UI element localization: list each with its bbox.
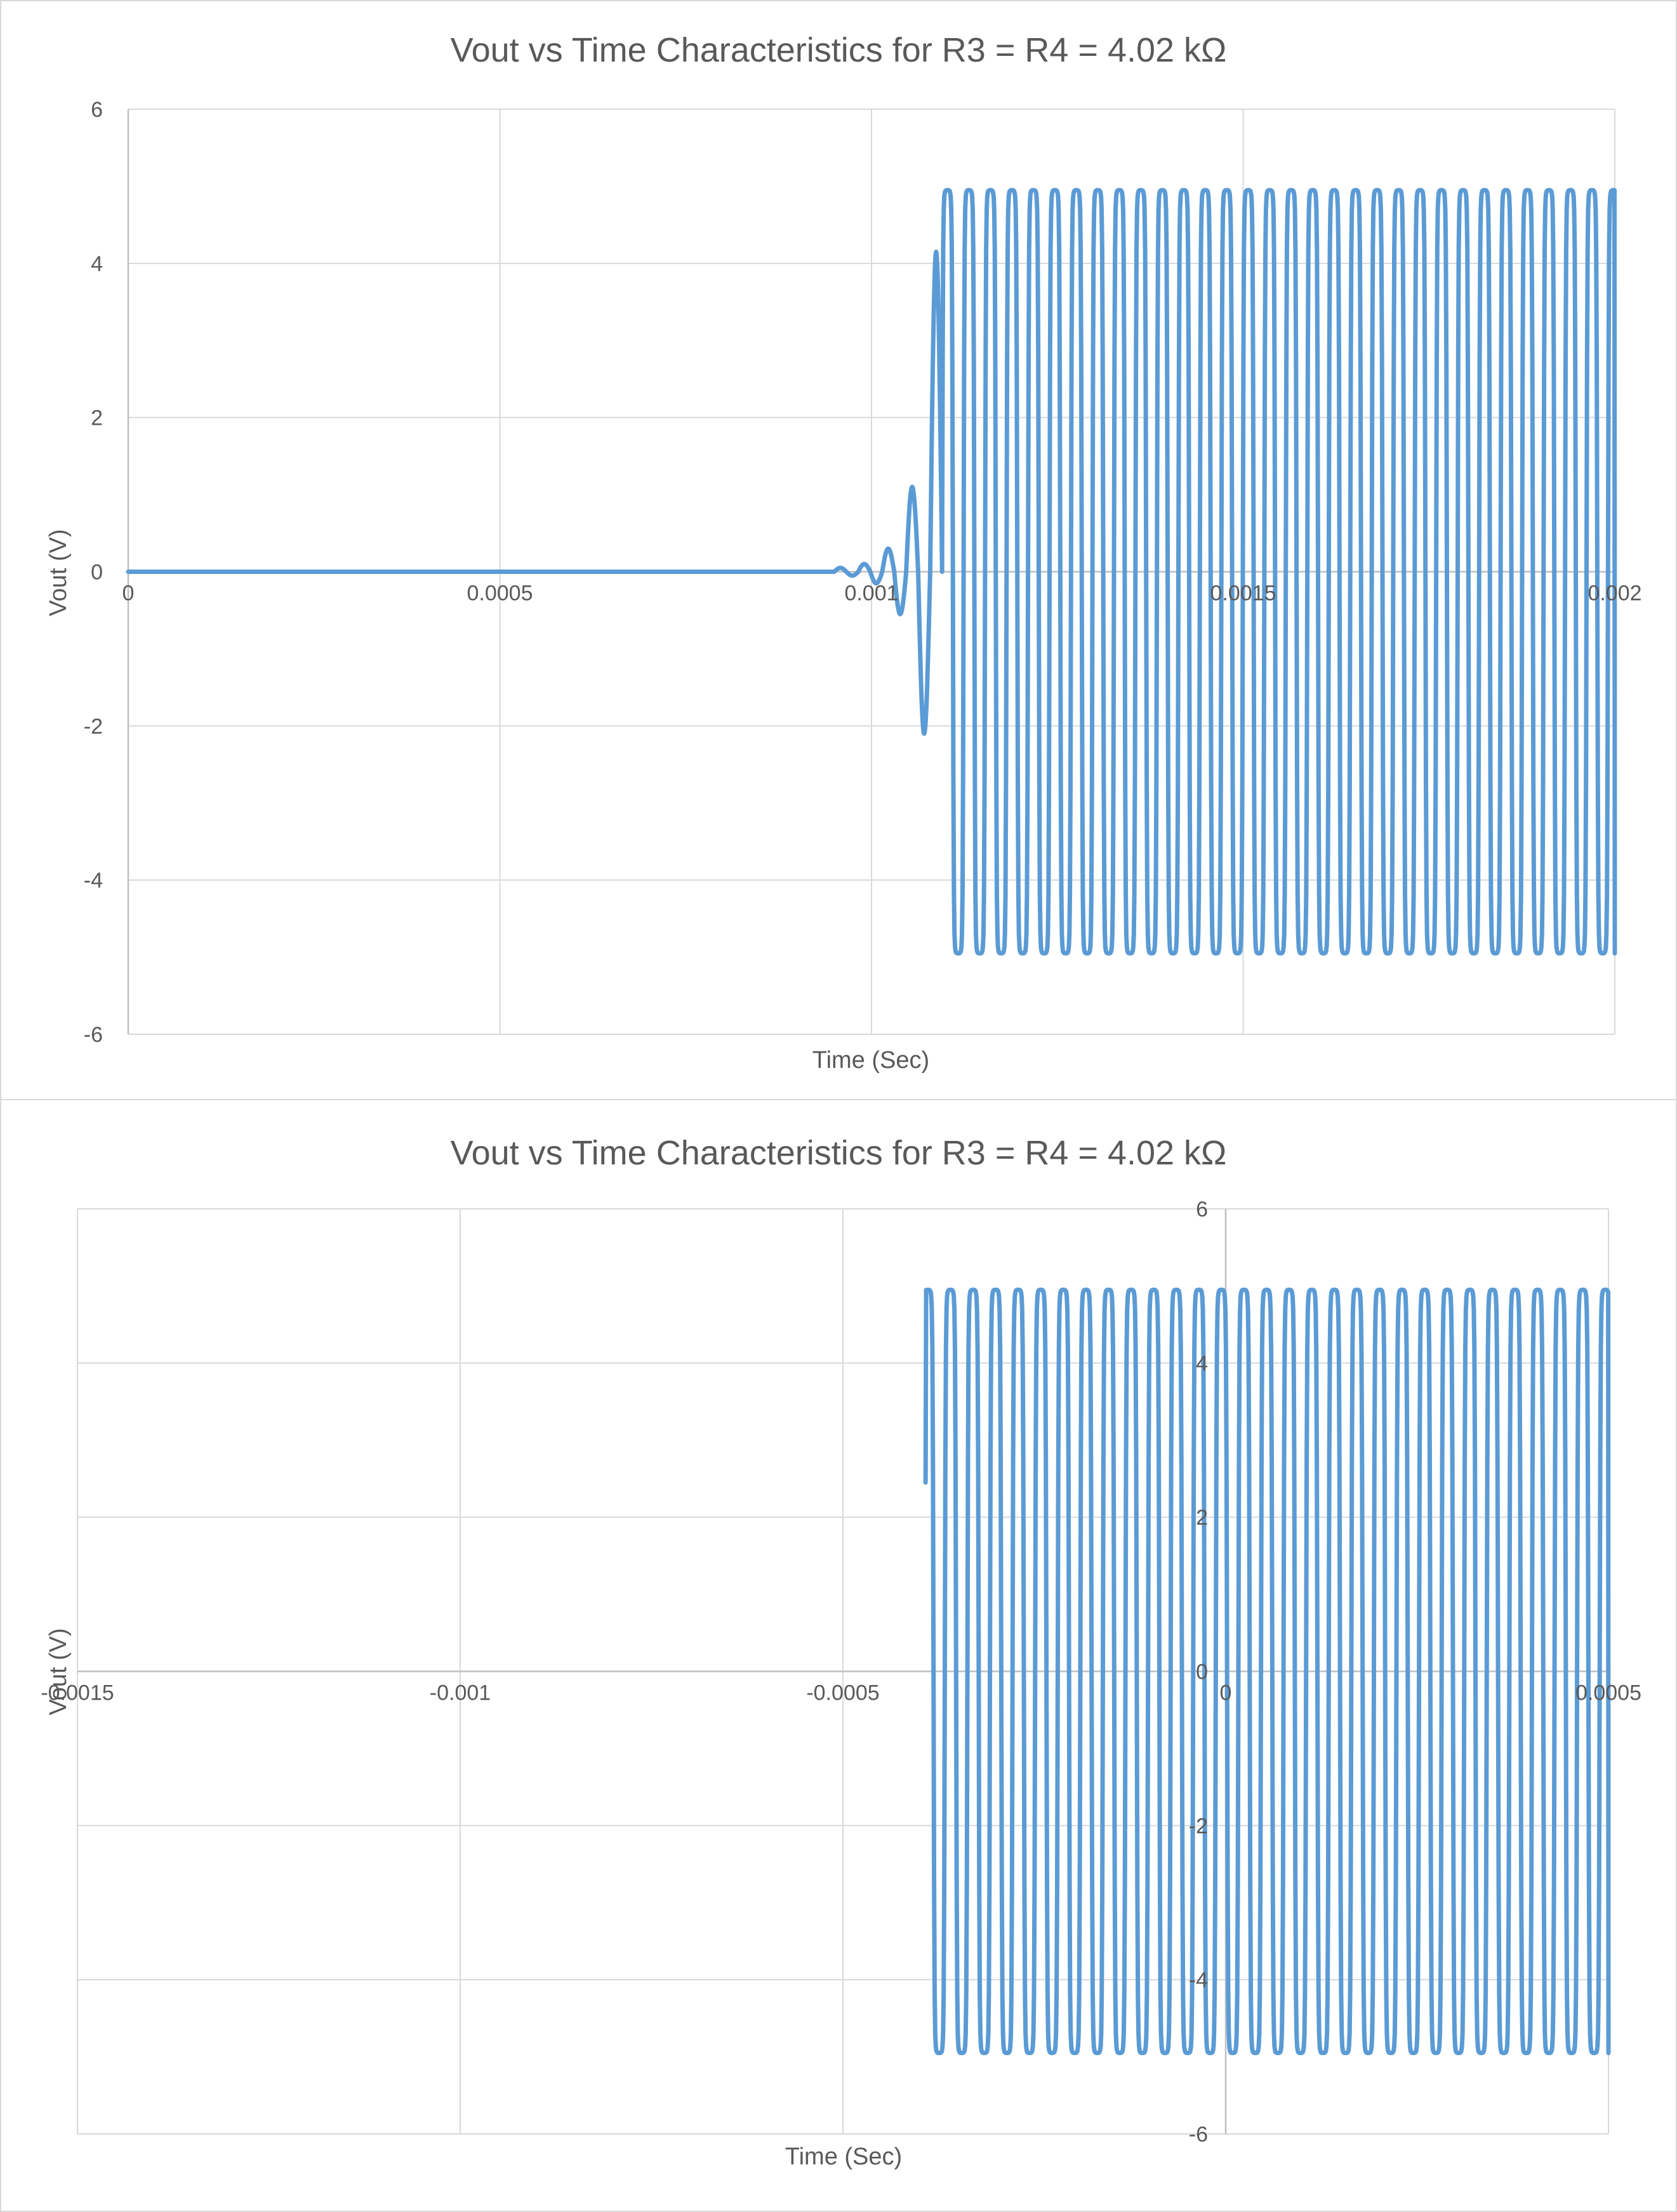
y-tick-label: 0 — [1196, 1660, 1208, 1684]
x-tick-label: 0.0005 — [467, 582, 533, 606]
y-tick-label: 0 — [91, 561, 103, 585]
y-tick-label: 4 — [91, 252, 103, 276]
y-axis-ticks: 6 4 2 0 -2 -4 -6 — [1189, 1197, 1208, 2147]
line-chart-top: Vout vs Time Characteristics for R3 = R4… — [45, 31, 1642, 1074]
x-tick-label: 0 — [1220, 1681, 1232, 1705]
y-tick-label: 2 — [91, 406, 103, 430]
y-axis-title: Vout (V) — [45, 1628, 72, 1715]
x-axis-ticks: -0.0015 -0.001 -0.0005 0 0.0005 — [41, 1681, 1641, 1705]
y-tick-label: -6 — [84, 1023, 103, 1047]
line-chart-bottom: Vout vs Time Characteristics for R3 = R4… — [41, 1134, 1641, 2170]
y-tick-label: 4 — [1196, 1352, 1208, 1376]
y-tick-label: -6 — [1189, 2122, 1208, 2147]
x-axis-title: Time (Sec) — [812, 1047, 929, 1074]
x-tick-label: 0.0005 — [1575, 1681, 1641, 1705]
x-tick-label: 0.0015 — [1210, 582, 1276, 606]
y-tick-label: 6 — [91, 98, 103, 122]
x-tick-label: -0.0015 — [41, 1681, 114, 1705]
y-axis-title: Vout (V) — [45, 529, 72, 616]
chart-title: Vout vs Time Characteristics for R3 = R4… — [451, 31, 1227, 69]
x-axis-title: Time (Sec) — [785, 2143, 902, 2170]
x-tick-label: -0.0005 — [806, 1681, 879, 1705]
series-vout-line — [126, 188, 1617, 956]
y-tick-label: 2 — [1196, 1506, 1208, 1530]
chart-panel-bottom: Vout vs Time Characteristics for R3 = R4… — [0, 1099, 1677, 2212]
chart-title: Vout vs Time Characteristics for R3 = R4… — [451, 1134, 1227, 1172]
x-axis-ticks: 0 0.0005 0.001 0.0015 0.002 — [123, 582, 1642, 606]
chart-panel-top: Vout vs Time Characteristics for R3 = R4… — [0, 0, 1677, 1100]
y-axis-ticks: 6 4 2 0 -2 -4 -6 — [84, 98, 103, 1047]
x-tick-label: -0.001 — [430, 1681, 491, 1705]
y-tick-label: 6 — [1196, 1197, 1208, 1222]
y-tick-label: -4 — [84, 869, 103, 893]
series-vout-line — [923, 1288, 1611, 2055]
x-tick-label: 0 — [123, 582, 135, 606]
x-tick-label: 0.002 — [1588, 582, 1641, 606]
x-tick-label: 0.001 — [844, 582, 898, 606]
y-tick-label: -2 — [84, 714, 103, 738]
y-tick-label: -4 — [1189, 1968, 1208, 1992]
y-tick-label: -2 — [1189, 1814, 1208, 1838]
